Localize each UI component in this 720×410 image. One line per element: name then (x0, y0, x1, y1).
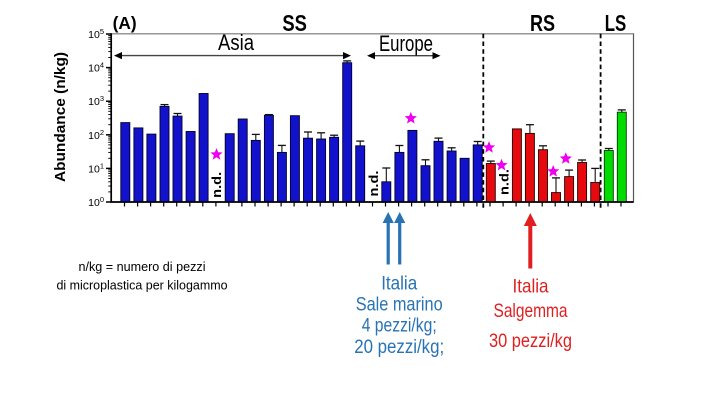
svg-text:(A): (A) (113, 13, 137, 33)
svg-text:SS: SS (282, 10, 307, 36)
svg-text:Italia: Italia (513, 276, 549, 298)
svg-text:Sale marino: Sale marino (356, 295, 443, 316)
svg-text:LS: LS (605, 10, 627, 36)
svg-text:di microplastica per kilogammo: di microplastica per kilogammo (57, 279, 228, 293)
svg-text:Italia: Italia (381, 274, 417, 295)
svg-text:4 pezzi/kg;: 4 pezzi/kg; (362, 316, 437, 337)
svg-text:Europe: Europe (379, 31, 433, 56)
svg-text:Salgemma: Salgemma (494, 300, 568, 322)
svg-text:Asia: Asia (218, 30, 255, 55)
svg-text:n/kg = numero di pezzi: n/kg = numero di pezzi (79, 260, 206, 274)
svg-text:20 pezzi/kg;: 20 pezzi/kg; (354, 337, 444, 358)
svg-text:n.d.: n.d. (366, 171, 381, 197)
svg-text:n.d.: n.d. (209, 172, 224, 198)
svg-text:30 pezzi/kg: 30 pezzi/kg (489, 330, 572, 352)
svg-text:n.d.: n.d. (497, 169, 512, 195)
svg-text:RS: RS (530, 10, 555, 36)
svg-text:Abundance (n/kg): Abundance (n/kg) (53, 52, 69, 182)
